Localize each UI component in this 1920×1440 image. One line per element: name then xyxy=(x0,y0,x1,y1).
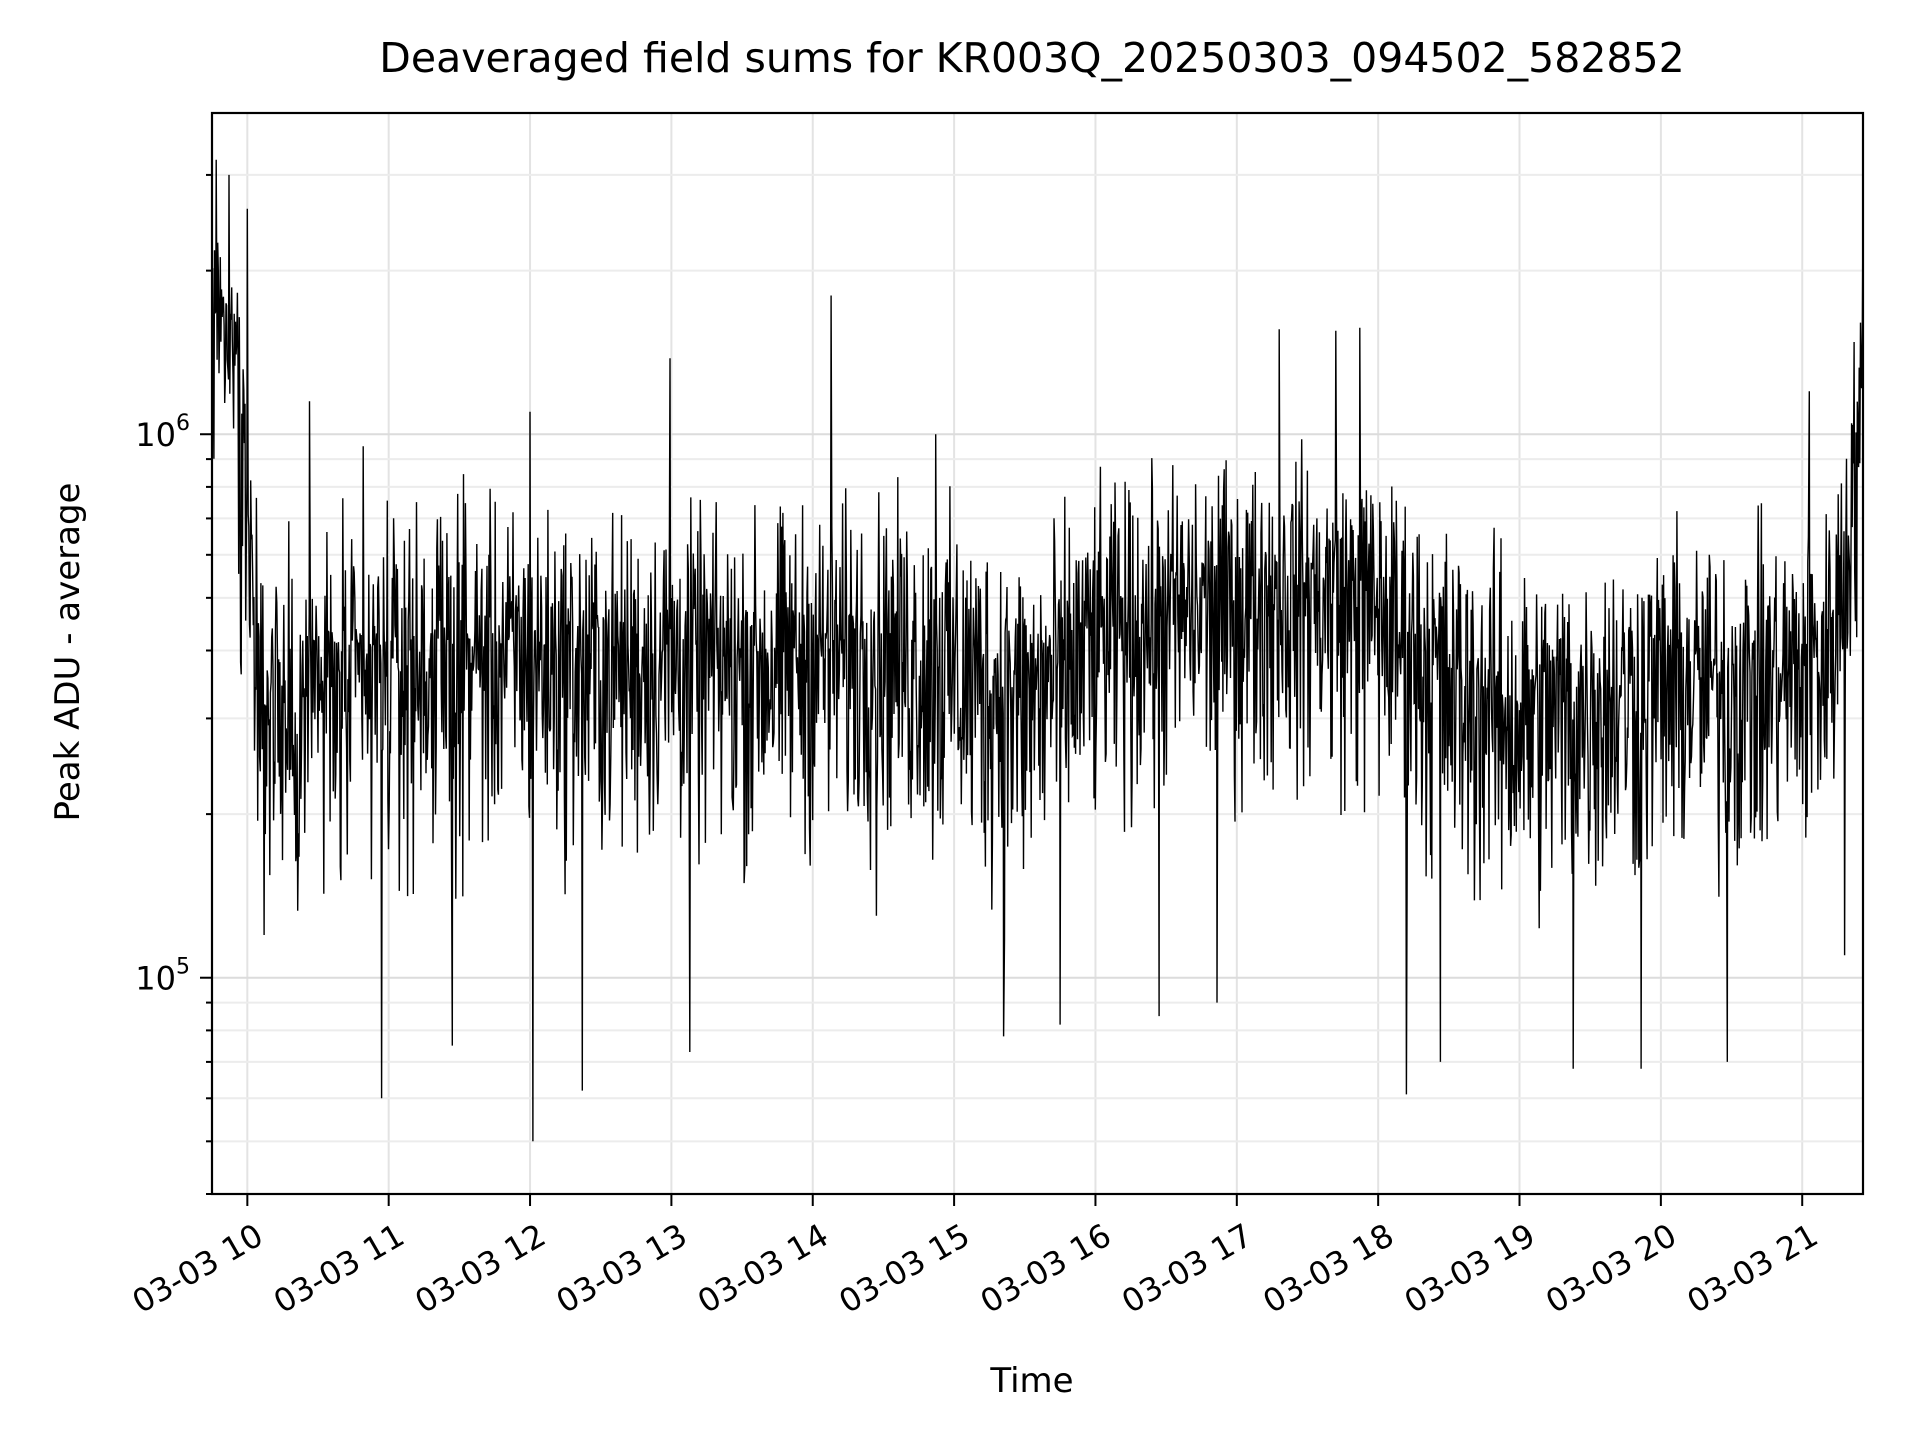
series-line xyxy=(211,159,1864,1142)
y-tick-base: 10 xyxy=(135,960,176,998)
y-tick-label: 105 xyxy=(135,955,190,998)
y-tick-exponent: 6 xyxy=(176,411,190,436)
y-tick-base: 10 xyxy=(135,416,176,454)
x-axis-label: Time xyxy=(989,1361,1073,1401)
y-tick-label: 106 xyxy=(135,411,190,454)
y-axis-label: Peak ADU - average xyxy=(48,483,88,822)
chart-title: Deaveraged field sums for KR003Q_2025030… xyxy=(379,34,1684,82)
y-tick-exponent: 5 xyxy=(176,955,190,980)
series-trace xyxy=(211,159,1864,1142)
plot-frame xyxy=(210,111,1865,1196)
